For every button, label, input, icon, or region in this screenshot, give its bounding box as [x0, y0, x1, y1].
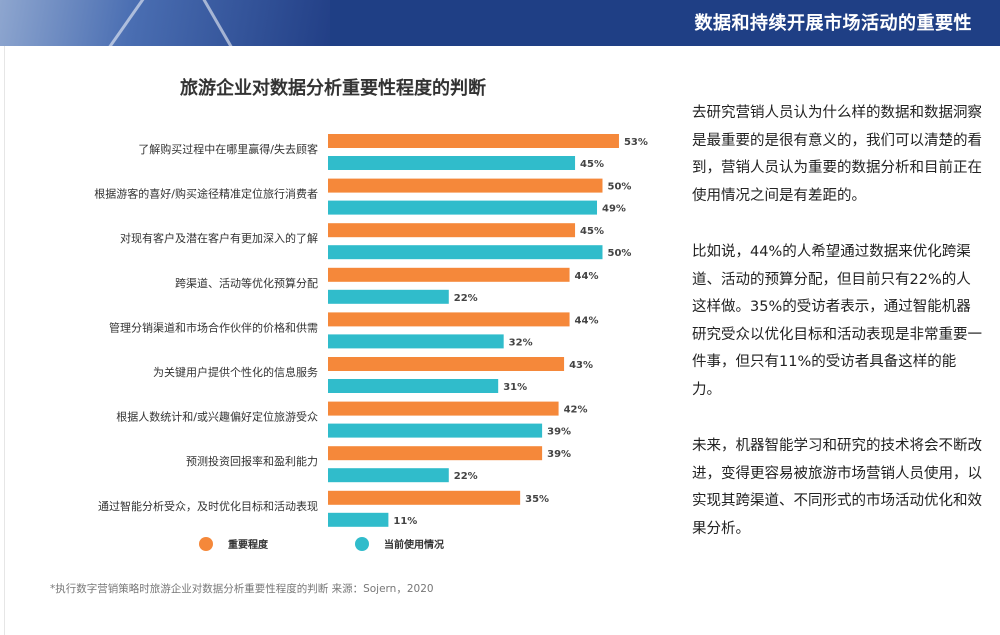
importance-bar — [328, 357, 565, 371]
data-label: 39% — [547, 449, 571, 460]
usage-bar — [328, 468, 449, 483]
usage-bar — [328, 379, 499, 393]
footnote: *执行数字营销策略时旅游企业对数据分析重要性程度的判断 来源：Sojern，20… — [50, 583, 434, 595]
data-label: 53% — [624, 137, 648, 148]
category-label: 跨渠道、活动等优化预算分配 — [175, 276, 318, 290]
category-label: 了解购买过程中在哪里赢得/失去顾客 — [138, 142, 318, 156]
data-label: 11% — [393, 516, 417, 527]
usage-bar — [328, 200, 598, 215]
usage-bar — [328, 289, 449, 304]
header-title: 数据和持续开展市场活动的重要性 — [694, 13, 972, 34]
data-label: 50% — [608, 248, 632, 259]
data-label: 43% — [569, 360, 593, 371]
data-label: 42% — [564, 405, 588, 416]
category-label: 通过智能分析受众，及时优化目标和活动表现 — [98, 499, 318, 513]
header-bar: 数据和持续开展市场活动的重要性 — [0, 0, 1000, 46]
data-label: 35% — [525, 494, 549, 505]
data-label: 44% — [575, 271, 599, 282]
side-commentary: 去研究营销人员认为什么样的数据和数据洞察是最重要的是很有意义的，我们可以清楚的看… — [692, 100, 982, 572]
data-label: 49% — [602, 204, 626, 215]
usage-bar — [328, 512, 389, 527]
usage-bar — [328, 423, 543, 438]
category-label: 根据游客的喜好/购买途径精准定位旅行消费者 — [94, 187, 318, 201]
importance-bar — [328, 267, 570, 282]
importance-bar — [328, 223, 576, 238]
data-label: 32% — [509, 337, 533, 348]
category-label: 对现有客户及潜在客户有更加深入的了解 — [120, 231, 318, 245]
data-label: 22% — [454, 471, 478, 482]
data-label: 45% — [580, 226, 604, 237]
importance-bar — [328, 312, 570, 327]
importance-bar — [328, 446, 543, 461]
chart-title: 旅游企业对数据分析重要性程度的判断 — [180, 78, 486, 99]
data-label: 44% — [575, 315, 599, 326]
usage-bar — [328, 156, 576, 170]
data-label: 22% — [454, 293, 478, 304]
importance-bar — [328, 134, 619, 148]
importance-bar — [328, 178, 603, 193]
data-label: 50% — [608, 182, 632, 193]
bar-chart: 了解购买过程中在哪里赢得/失去顾客 53% 45% 根据游客的喜好/购买途径精准定位旅… — [94, 134, 648, 551]
usage-bar — [328, 334, 504, 349]
category-label: 管理分销渠道和市场合作伙伴的价格和供需 — [109, 320, 318, 334]
header-decoration — [0, 0, 330, 46]
category-label: 预测投资回报率和盈利能力 — [186, 454, 318, 468]
importance-bar — [328, 490, 521, 505]
importance-bar — [328, 401, 559, 416]
commentary-paragraph-3: 未来，机器智能学习和研究的技术将会不断改进，变得更容易被旅游市场营销人员使用，以… — [692, 438, 982, 537]
data-label: 31% — [503, 382, 527, 393]
left-divider — [4, 46, 5, 635]
commentary-paragraph-2: 比如说，44%的人希望通过数据来优化跨渠道、活动的预算分配，但目前只有22%的人… — [692, 244, 982, 398]
usage-bar — [328, 245, 603, 260]
data-label: 39% — [547, 427, 571, 438]
data-label: 45% — [580, 159, 604, 170]
legend-marker-importance — [199, 537, 213, 551]
legend-label-importance: 重要程度 — [228, 538, 269, 551]
legend-label-usage: 当前使用情况 — [384, 538, 444, 551]
legend-marker-usage — [355, 537, 369, 551]
category-label: 根据人数统计和/或兴趣偏好定位旅游受众 — [116, 410, 318, 424]
commentary-paragraph-1: 去研究营销人员认为什么样的数据和数据洞察是最重要的是很有意义的，我们可以清楚的看… — [692, 105, 982, 204]
category-label: 为关键用户提供个性化的信息服务 — [153, 365, 318, 379]
